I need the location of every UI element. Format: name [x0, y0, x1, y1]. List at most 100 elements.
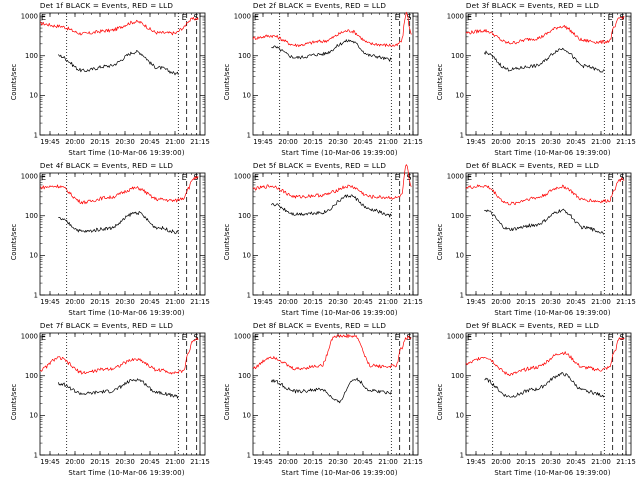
x-tick-label: 21:00: [378, 298, 398, 306]
lld-series-line: [39, 176, 199, 205]
y-tick-label: 1000: [234, 12, 251, 20]
y-tick-label: 100: [238, 372, 251, 380]
x-tick-label: 20:45: [566, 298, 586, 306]
x-tick-label: 20:45: [566, 458, 586, 466]
x-tick-label: 21:00: [165, 458, 185, 466]
x-tick-label: 20:30: [328, 138, 348, 146]
lld-series-line: [465, 177, 625, 206]
panel-title: Det 1f BLACK = Events, RED = LLD: [39, 1, 174, 10]
x-tick-label: 19:45: [253, 458, 273, 466]
lld-series-line: [252, 11, 412, 48]
lld-series-line: [252, 334, 412, 371]
plot-svg: 1 10 100 1000 19:45 20:00 20:15 20:30 20:45 21:00…: [447, 12, 636, 146]
x-tick-label: 20:00: [65, 138, 85, 146]
x-tick-label: 21:15: [403, 298, 423, 306]
lld-series-line: [465, 15, 625, 45]
y-tick-label: 1000: [21, 12, 38, 20]
y-tick-label: 1: [460, 291, 464, 299]
panel-det-4: Det 4f BLACK = Events, RED = LLD Counts/s…: [0, 160, 213, 320]
marker-e: E: [182, 173, 187, 182]
panel-det-7: Det 7f BLACK = Events, RED = LLD Counts/s…: [0, 320, 213, 480]
x-axis-label: Start Time (10-Mar-06 19:39:00): [68, 309, 185, 317]
x-tick-label: 20:30: [541, 298, 561, 306]
x-tick-label: 21:15: [190, 458, 210, 466]
marker-s: S: [193, 13, 198, 22]
x-tick-label: 20:30: [115, 298, 135, 306]
x-tick-label: 20:30: [541, 138, 561, 146]
events-series-line: [271, 39, 392, 62]
y-tick-label: 10: [242, 412, 251, 420]
x-tick-label: 20:15: [90, 298, 110, 306]
x-tick-label: 21:15: [403, 138, 423, 146]
x-tick-label: 20:30: [541, 458, 561, 466]
x-tick-label: 21:00: [591, 138, 611, 146]
x-tick-label: 21:15: [616, 298, 636, 306]
panel-title: Det 6f BLACK = Events, RED = LLD: [465, 161, 600, 170]
x-axis-label: Start Time (10-Mar-06 19:39:00): [281, 469, 398, 477]
panel-title: Det 7f BLACK = Events, RED = LLD: [39, 321, 174, 330]
y-tick-label: 10: [455, 92, 464, 100]
x-tick-label: 19:45: [466, 458, 486, 466]
plot-frame: [465, 12, 632, 136]
x-tick-label: 20:15: [90, 138, 110, 146]
x-tick-label: 20:15: [303, 458, 323, 466]
events-series-line: [484, 372, 605, 398]
y-tick-label: 1: [34, 131, 38, 139]
y-tick-label: 10: [242, 92, 251, 100]
y-tick-label: 100: [238, 52, 251, 60]
panel-det-8: Det 8f BLACK = Events, RED = LLD Counts/s…: [213, 320, 426, 480]
events-series-line: [58, 211, 179, 235]
marker-s: S: [619, 333, 624, 342]
marker-s: S: [193, 173, 198, 182]
x-tick-label: 20:45: [140, 298, 160, 306]
x-axis-label: Start Time (10-Mar-06 19:39:00): [68, 149, 185, 157]
y-tick-label: 1: [460, 131, 464, 139]
x-tick-label: 21:00: [378, 138, 398, 146]
x-axis-label: Start Time (10-Mar-06 19:39:00): [68, 469, 185, 477]
marker-e: E: [608, 13, 613, 22]
marker-e: E: [254, 13, 259, 22]
x-tick-label: 19:45: [253, 298, 273, 306]
plot-frame: [39, 332, 206, 456]
y-tick-label: 100: [451, 52, 464, 60]
x-tick-label: 21:15: [190, 298, 210, 306]
marker-e: E: [41, 333, 46, 342]
panel-title: Det 3f BLACK = Events, RED = LLD: [465, 1, 600, 10]
marker-s: S: [406, 13, 411, 22]
y-tick-label: 1: [247, 131, 251, 139]
x-tick-label: 21:15: [616, 138, 636, 146]
y-tick-label: 10: [242, 252, 251, 260]
marker-e: E: [395, 173, 400, 182]
panel-det-2: Det 2f BLACK = Events, RED = LLD Counts/s…: [213, 0, 426, 160]
x-tick-label: 21:15: [616, 458, 636, 466]
x-tick-label: 20:45: [353, 298, 373, 306]
events-series-line: [270, 377, 392, 404]
y-tick-label: 100: [238, 212, 251, 220]
x-tick-label: 21:15: [190, 138, 210, 146]
plot-frame: [252, 172, 419, 296]
x-tick-label: 20:45: [353, 138, 373, 146]
marker-e: E: [608, 173, 613, 182]
panel-title: Det 8f BLACK = Events, RED = LLD: [252, 321, 387, 330]
x-axis-label: Start Time (10-Mar-06 19:39:00): [494, 309, 611, 317]
plot-frame: [252, 12, 419, 136]
y-tick-label: 1000: [21, 332, 38, 340]
marker-s: S: [193, 333, 198, 342]
plot-svg: 1 10 100 1000 19:45 20:00 20:15 20:30 20:45 21:00…: [447, 332, 636, 466]
events-series-line: [271, 194, 392, 218]
x-tick-label: 20:30: [115, 138, 135, 146]
y-tick-label: 100: [25, 52, 38, 60]
y-tick-label: 10: [29, 412, 38, 420]
x-axis-label: Start Time (10-Mar-06 19:39:00): [281, 309, 398, 317]
x-axis-label: Start Time (10-Mar-06 19:39:00): [281, 149, 398, 157]
x-tick-label: 21:00: [165, 298, 185, 306]
x-axis-label: Start Time (10-Mar-06 19:39:00): [494, 469, 611, 477]
x-tick-label: 20:45: [566, 138, 586, 146]
x-tick-label: 20:45: [140, 138, 160, 146]
y-tick-label: 1: [34, 291, 38, 299]
x-tick-label: 20:45: [353, 458, 373, 466]
x-tick-label: 21:00: [378, 458, 398, 466]
marker-e: E: [467, 13, 472, 22]
x-tick-label: 19:45: [40, 138, 60, 146]
